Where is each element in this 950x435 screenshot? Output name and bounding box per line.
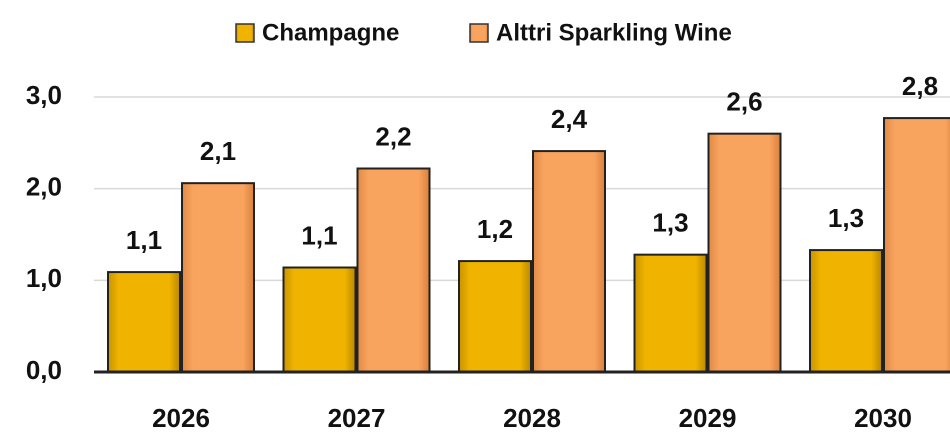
- x-tick-label: 2029: [679, 403, 737, 433]
- bar: [181, 182, 255, 373]
- value-label: 1,3: [652, 208, 688, 238]
- y-tick-label: 2,0: [26, 172, 62, 202]
- value-label: 2,1: [200, 136, 236, 166]
- bar: [883, 117, 950, 374]
- value-label: 1,1: [301, 220, 337, 250]
- x-tick-label: 2027: [328, 403, 386, 433]
- bar: [707, 132, 782, 373]
- value-label: 2,8: [902, 71, 938, 101]
- value-label: 1,2: [477, 214, 513, 244]
- bar: [107, 271, 181, 374]
- x-tick-label: 2026: [152, 403, 210, 433]
- value-label: 1,1: [126, 225, 162, 255]
- bar: [809, 249, 883, 373]
- bar: [282, 266, 357, 373]
- x-tick-label: 2030: [854, 403, 912, 433]
- y-tick-label: 1,0: [26, 263, 62, 293]
- legend-label: Alttri Sparkling Wine: [496, 19, 732, 46]
- legend-swatch: [235, 23, 255, 43]
- x-tick-label: 2028: [503, 403, 561, 433]
- value-label: 2,2: [375, 121, 411, 151]
- legend-label: Champagne: [262, 19, 399, 46]
- bar: [633, 253, 708, 374]
- bar: [458, 260, 532, 374]
- value-label: 2,6: [726, 87, 762, 117]
- y-tick-label: 3,0: [26, 80, 62, 110]
- bar: [532, 150, 606, 373]
- bar: [356, 167, 431, 373]
- legend-swatch: [469, 23, 489, 43]
- value-label: 1,3: [828, 203, 864, 233]
- y-tick-label: 0,0: [26, 355, 62, 385]
- value-label: 2,4: [551, 104, 588, 134]
